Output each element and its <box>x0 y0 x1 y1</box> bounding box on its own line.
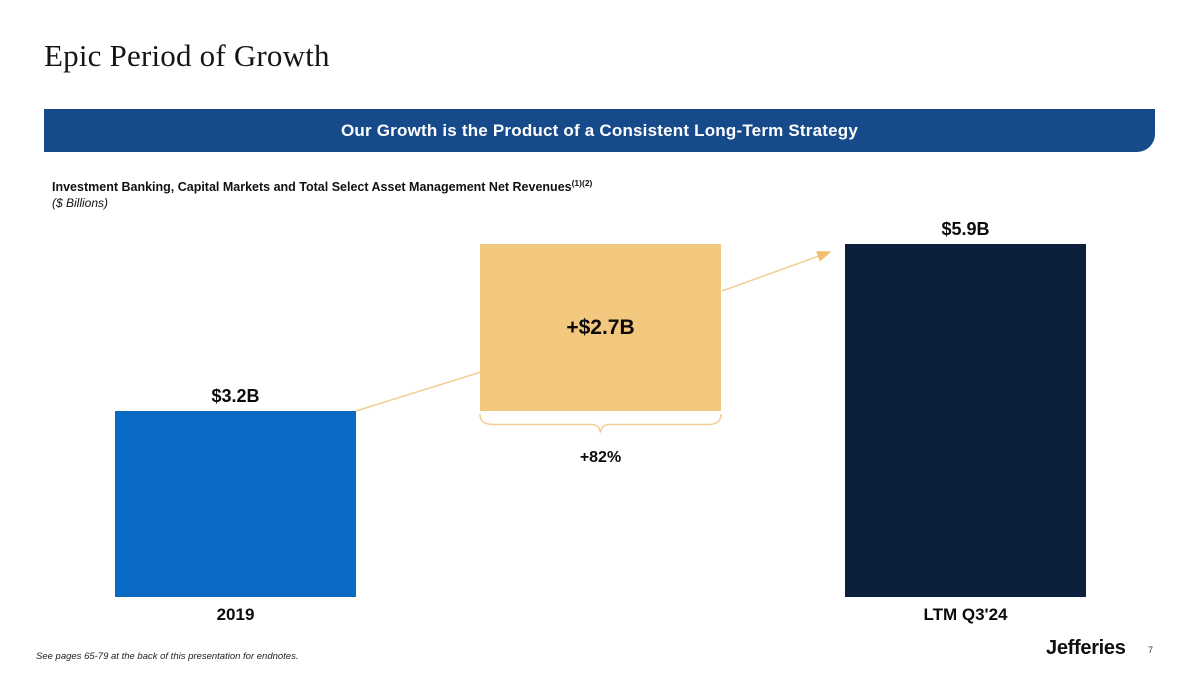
chart-heading: Investment Banking, Capital Markets and … <box>52 175 592 211</box>
delta-value-label: +$2.7B <box>566 315 635 339</box>
page-title: Epic Period of Growth <box>44 38 330 73</box>
chart-title-text: Investment Banking, Capital Markets and … <box>52 180 572 195</box>
page-number: 7 <box>1148 645 1154 655</box>
bar-value-ltm: $5.9B <box>941 219 990 239</box>
endnotes-footnote: See pages 65-79 at the back of this pres… <box>36 651 299 662</box>
bar-2019 <box>115 411 356 597</box>
chart-title: Investment Banking, Capital Markets and … <box>52 175 592 195</box>
chart-title-superscript: (1)(2) <box>571 178 593 188</box>
strategy-banner: Our Growth is the Product of a Consisten… <box>44 109 1155 152</box>
bar-ltm <box>845 244 1086 597</box>
underbrace <box>479 413 722 433</box>
strategy-banner-text: Our Growth is the Product of a Consisten… <box>341 120 858 140</box>
connector-arrow-right <box>721 251 832 292</box>
bar-value-2019: $3.2B <box>211 386 260 406</box>
category-label-2019: 2019 <box>216 605 255 624</box>
bar-delta: +$2.7B <box>480 244 721 411</box>
connector-line-left <box>355 371 482 412</box>
category-label-ltm: LTM Q3'24 <box>923 605 1008 624</box>
jefferies-logo: Jefferies <box>1046 637 1126 659</box>
chart-units: ($ Billions) <box>52 196 109 211</box>
delta-percent-label: +82% <box>579 449 622 466</box>
